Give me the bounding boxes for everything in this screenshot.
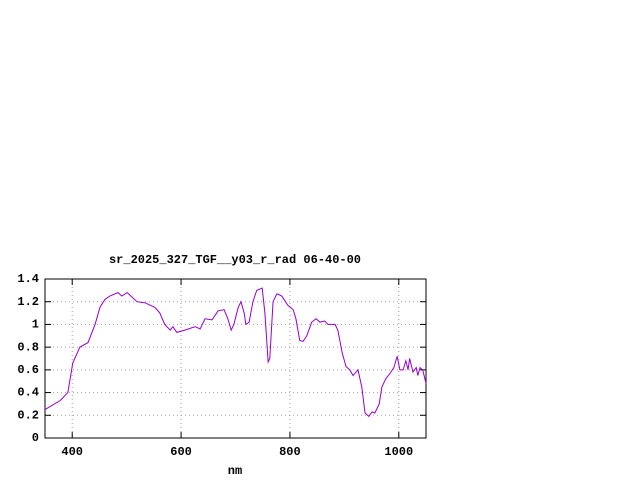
y-tick-label: 1.2 bbox=[17, 295, 39, 309]
data-line bbox=[44, 287, 427, 418]
x-tick-label: 800 bbox=[279, 445, 301, 459]
plot-border bbox=[44, 278, 427, 439]
y-tick-label: 0 bbox=[32, 431, 39, 445]
x-tick-label: 1000 bbox=[384, 445, 413, 459]
chart-title: sr_2025_327_TGF__y03_r_rad 06-40-00 bbox=[109, 253, 361, 267]
x-tick-label: 600 bbox=[170, 445, 192, 459]
y-tick-label: 1 bbox=[32, 318, 39, 332]
y-tick-label: 0.2 bbox=[17, 408, 39, 422]
y-tick-label: 0.6 bbox=[17, 363, 39, 377]
y-tick-label: 0.8 bbox=[17, 340, 39, 354]
x-tick-label: 400 bbox=[61, 445, 83, 459]
x-axis-label: nm bbox=[228, 464, 242, 478]
y-tick-label: 1.4 bbox=[17, 272, 39, 286]
y-tick-label: 0.4 bbox=[17, 386, 39, 400]
